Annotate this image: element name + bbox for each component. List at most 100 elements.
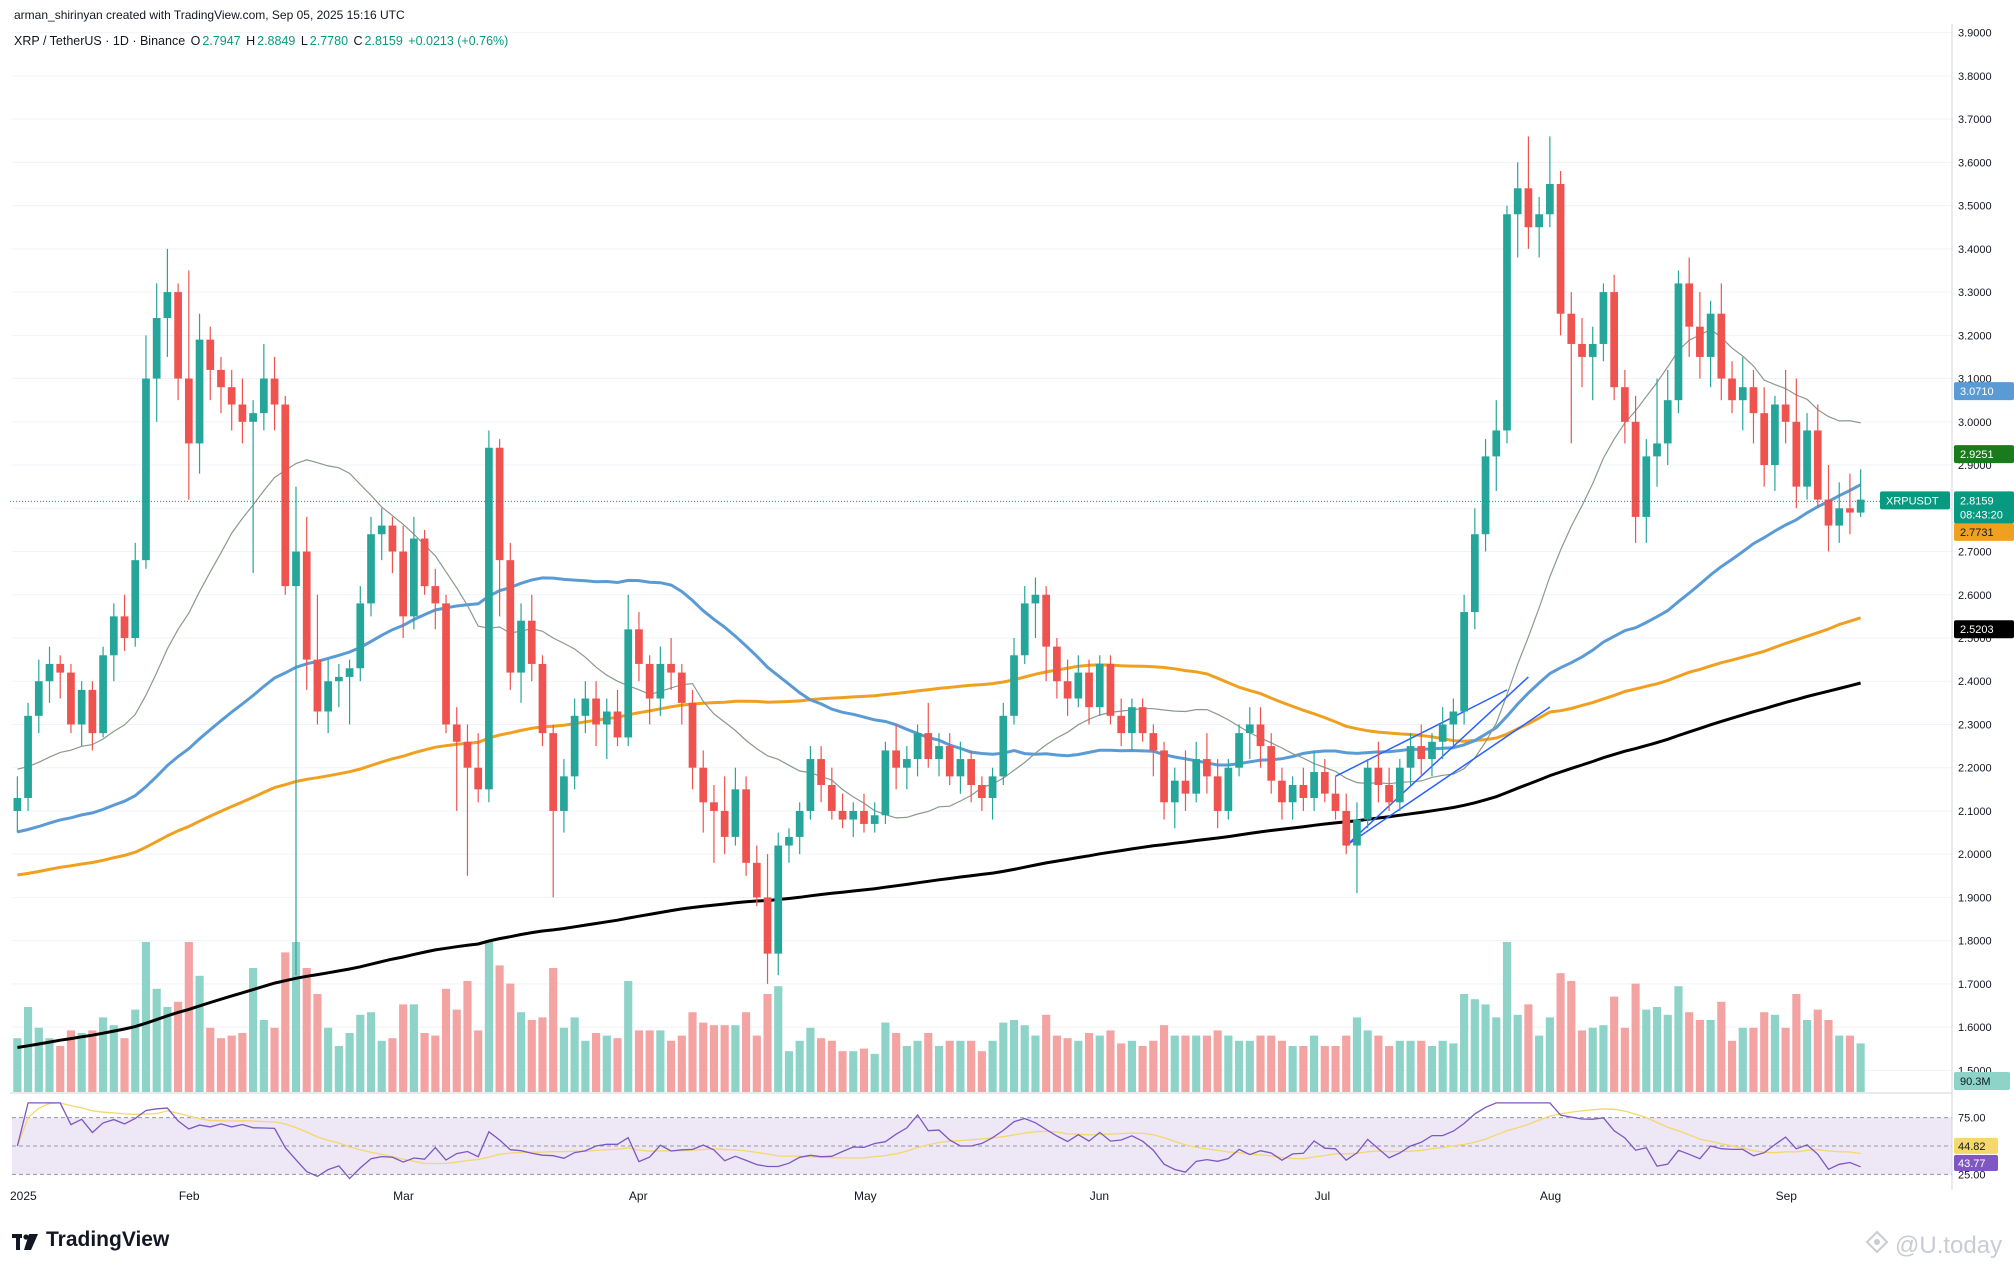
candle	[1653, 378, 1661, 487]
volume-bar	[720, 1025, 729, 1092]
volume-bar	[602, 1035, 611, 1092]
candle-body	[785, 836, 793, 846]
candle	[1320, 759, 1329, 803]
symbol-name[interactable]: XRP / TetherUS · 1D · Binance	[14, 34, 186, 48]
candle-body	[217, 369, 225, 388]
candle	[1085, 659, 1093, 725]
low-label: L	[300, 34, 308, 48]
price-axis-tick: 3.0000	[1958, 417, 1992, 429]
volume-bar	[1674, 986, 1683, 1092]
volume-bar	[1856, 1043, 1865, 1092]
candle	[677, 663, 686, 725]
volume-bar	[1717, 1001, 1726, 1092]
candle	[517, 603, 525, 703]
volume-bar	[1042, 1014, 1051, 1092]
volume-bar	[1610, 996, 1619, 1092]
candle-body	[1406, 746, 1415, 768]
candle-body	[924, 733, 933, 760]
rsi-axis-tick: 75.00	[1958, 1113, 1986, 1125]
candle-body	[1578, 343, 1586, 357]
volume-bar	[1781, 1027, 1790, 1092]
price-axis-tick: 3.2000	[1958, 330, 1992, 342]
price-axis-tick: 3.9000	[1958, 28, 1992, 40]
date-axis-tick: May	[854, 1189, 877, 1203]
candle-body	[699, 767, 708, 803]
candle-body	[806, 759, 815, 811]
rsi-axis-tick: 25.00	[1958, 1169, 1986, 1181]
price-axis-tick: 2.1000	[1958, 806, 1992, 818]
tradingview-logo[interactable]: TradingView	[12, 1228, 169, 1252]
volume-bar	[1267, 1035, 1276, 1092]
volume-bar	[549, 968, 558, 1092]
price-tags: 3.0710 2.9251 2.7731 2.5203 XRPUSDT 2.8159 08:…	[1880, 382, 2014, 1172]
volume-bar	[1481, 1004, 1490, 1092]
candle	[152, 283, 161, 422]
volume-bar	[1631, 983, 1640, 1092]
candle-body	[442, 603, 450, 725]
candle-body	[763, 897, 772, 954]
candle-body	[1503, 214, 1511, 431]
candle	[1138, 698, 1147, 742]
candle	[120, 594, 129, 651]
candle	[217, 356, 225, 414]
candle	[184, 270, 193, 500]
candle-body	[259, 378, 268, 414]
volume-bar	[1695, 1020, 1704, 1092]
volume-bar	[1406, 1040, 1415, 1092]
volume-bar	[34, 1027, 43, 1092]
candle-body	[1556, 183, 1565, 314]
volume-bar	[1770, 1014, 1779, 1092]
volume-bar	[216, 1038, 226, 1092]
ma-blue-price-tag-bg	[1954, 382, 2014, 401]
candle-body	[1053, 646, 1061, 682]
date-axis[interactable]: 2025 Feb Mar Apr May Jun Jul Aug Sep	[10, 1189, 1797, 1203]
candle	[34, 659, 43, 734]
volume-bar	[77, 1033, 86, 1092]
candle-body	[935, 746, 943, 760]
volume-bar	[334, 1046, 343, 1092]
volume-bar	[1663, 1014, 1672, 1092]
price-axis[interactable]: 3.9000 3.8000 3.7000 3.6000 3.5000 3.4000 3.30…	[1951, 24, 1992, 1190]
candle	[131, 542, 140, 647]
volume-bar	[934, 1046, 944, 1092]
volume-bar	[538, 1017, 547, 1092]
price-axis-tick: 3.3000	[1958, 287, 1992, 299]
candle	[88, 681, 97, 751]
volume-bar	[1074, 1040, 1083, 1092]
candle-body	[795, 810, 804, 837]
candle-body	[1235, 733, 1243, 768]
candle-body	[410, 538, 418, 617]
volume-bar	[881, 1022, 890, 1092]
candle-body	[1267, 746, 1276, 781]
channel-upper-line	[1345, 676, 1529, 847]
volume-bar	[345, 1033, 354, 1092]
candle	[1685, 257, 1694, 357]
candle-body	[163, 292, 172, 319]
candle	[935, 733, 943, 777]
volume-bar	[1256, 1035, 1265, 1092]
candle	[1203, 733, 1211, 794]
ma-orange-line	[17, 616, 1862, 877]
candle-body	[335, 676, 343, 682]
price-pane	[10, 24, 1952, 1093]
price-axis-tick: 2.6000	[1958, 590, 1992, 602]
ma-orange-price-tag-bg	[1954, 522, 2014, 541]
candle-body	[1728, 378, 1736, 401]
volume-bar	[1749, 1027, 1758, 1092]
volume-bar	[1095, 1035, 1104, 1092]
volume-bar	[1760, 1012, 1769, 1092]
volume-bar	[206, 1027, 215, 1092]
candle	[549, 724, 558, 898]
ma-black-line	[17, 681, 1861, 1049]
candle	[817, 746, 825, 803]
rsi-tag-text: 43.77	[1958, 1158, 1986, 1170]
price-axis-tick: 1.7000	[1958, 979, 1992, 991]
candle	[945, 733, 954, 786]
candle	[1428, 733, 1436, 777]
candle	[1803, 413, 1811, 500]
date-axis-tick: Mar	[393, 1189, 414, 1203]
candle-body	[978, 785, 986, 798]
volume-bar	[1234, 1040, 1244, 1092]
